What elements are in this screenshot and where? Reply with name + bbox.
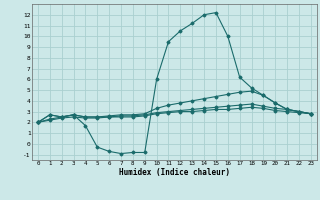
X-axis label: Humidex (Indice chaleur): Humidex (Indice chaleur) [119,168,230,177]
